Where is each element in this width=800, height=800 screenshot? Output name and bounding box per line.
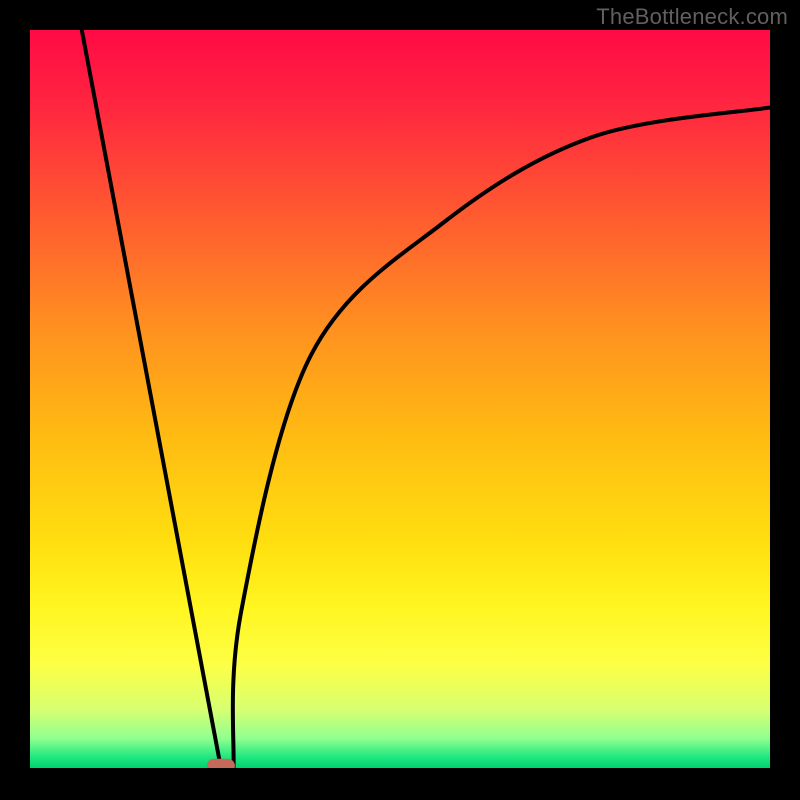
gradient-background xyxy=(30,30,770,768)
min-marker xyxy=(207,759,235,768)
chart-frame: TheBottleneck.com xyxy=(0,0,800,800)
plot-area xyxy=(30,30,770,768)
chart-svg xyxy=(30,30,770,768)
watermark-text: TheBottleneck.com xyxy=(596,4,788,30)
